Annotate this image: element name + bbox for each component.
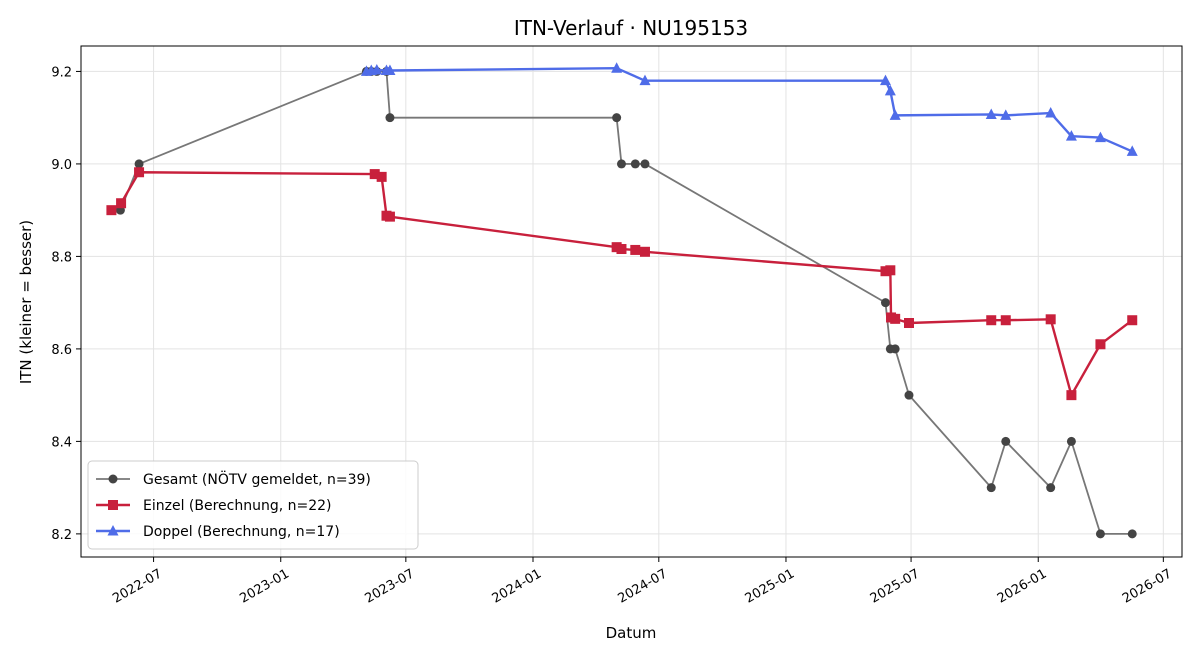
x-tick-label: 2026-07 — [1120, 566, 1175, 606]
y-axis-label: ITN (kleiner = besser) — [17, 220, 35, 384]
series-line-einzel — [110, 171, 1133, 397]
legend-label-einzel: Einzel (Berechnung, n=22) — [143, 498, 332, 514]
data-point-gesamt — [1066, 436, 1076, 446]
data-point-einzel — [885, 265, 896, 276]
data-point-doppel — [884, 84, 896, 96]
data-point-gesamt — [880, 298, 890, 308]
x-tick-label: 2026-01 — [995, 566, 1050, 606]
data-point-einzel — [1095, 339, 1106, 350]
x-axis-ticks: 2022-07 2023-01 2023-07 2024-01 2024-07 2025-… — [110, 557, 1175, 607]
data-point-doppel — [879, 74, 891, 86]
data-point-gesamt — [1095, 529, 1105, 539]
y-tick-label: 8.6 — [51, 343, 72, 358]
data-point-einzel — [630, 244, 641, 255]
x-tick-label: 2024-01 — [490, 566, 545, 606]
data-point-gesamt — [1127, 529, 1137, 539]
x-tick-label: 2023-07 — [362, 566, 417, 606]
data-point-gesamt — [616, 159, 626, 169]
x-tick-label: 2022-07 — [110, 566, 165, 606]
legend-marker-doppel — [107, 525, 119, 536]
data-point-einzel — [1000, 315, 1011, 326]
y-tick-label: 9.2 — [51, 65, 72, 80]
y-tick-label: 9.0 — [51, 158, 72, 173]
data-point-gesamt — [986, 483, 996, 493]
data-point-einzel — [376, 171, 387, 182]
chart-title: ITN-Verlauf · NU195153 — [514, 16, 748, 40]
data-point-gesamt — [1001, 436, 1011, 446]
data-point-doppel — [889, 109, 901, 120]
data-point-doppel — [384, 64, 396, 76]
data-point-einzel — [1045, 314, 1056, 325]
plot-frame — [80, 45, 1183, 558]
data-point-einzel — [1066, 390, 1077, 401]
data-point-doppel — [371, 64, 383, 75]
y-tick-label: 8.2 — [51, 528, 72, 543]
data-point-doppel — [611, 62, 623, 73]
data-point-einzel — [116, 198, 127, 209]
legend-label-doppel: Doppel (Berechnung, n=17) — [143, 524, 340, 540]
data-point-doppel — [985, 108, 997, 119]
data-point-doppel — [1000, 109, 1012, 120]
data-point-gesamt — [134, 159, 144, 169]
y-tick-label: 8.4 — [51, 435, 72, 450]
data-point-einzel — [1127, 315, 1138, 326]
legend: Gesamt (NÖTV gemeldet, n=39) Einzel (Bere… — [87, 460, 419, 550]
data-point-gesamt — [890, 344, 900, 354]
y-axis-ticks: 8.2 8.4 8.6 8.8 9.0 9.2 — [51, 65, 81, 543]
series-doppel — [360, 62, 1138, 156]
data-point-einzel — [369, 169, 380, 180]
data-point-einzel — [106, 205, 117, 216]
y-tick-label: 8.8 — [51, 250, 72, 265]
data-point-gesamt — [640, 159, 650, 169]
series-einzel — [106, 167, 1138, 401]
legend-label-gesamt: Gesamt (NÖTV gemeldet, n=39) — [143, 470, 371, 488]
data-point-doppel — [1126, 145, 1138, 156]
data-point-einzel — [384, 211, 395, 222]
data-point-einzel — [639, 246, 650, 257]
data-point-einzel — [986, 315, 997, 326]
data-point-gesamt — [630, 159, 640, 169]
data-point-doppel — [1065, 130, 1077, 141]
data-point-einzel — [903, 318, 914, 329]
x-tick-label: 2024-07 — [615, 566, 670, 606]
data-point-gesamt — [1046, 483, 1056, 493]
data-point-einzel — [616, 244, 627, 255]
data-point-doppel — [1045, 107, 1057, 118]
x-tick-label: 2025-07 — [868, 566, 923, 606]
series-layer — [106, 62, 1138, 539]
data-point-einzel — [890, 313, 901, 324]
data-point-gesamt — [612, 113, 622, 123]
legend-marker-gesamt — [108, 474, 118, 484]
series-line-doppel — [366, 66, 1133, 153]
data-point-gesamt — [385, 113, 395, 123]
data-point-doppel — [1094, 131, 1106, 143]
x-axis-label: Datum — [606, 624, 657, 642]
data-point-einzel — [134, 167, 145, 178]
legend-box — [87, 460, 419, 550]
x-tick-label: 2023-01 — [237, 566, 292, 606]
legend-marker-einzel — [108, 500, 118, 510]
data-point-gesamt — [904, 390, 914, 400]
x-tick-label: 2025-01 — [743, 566, 798, 606]
data-point-doppel — [639, 74, 651, 86]
